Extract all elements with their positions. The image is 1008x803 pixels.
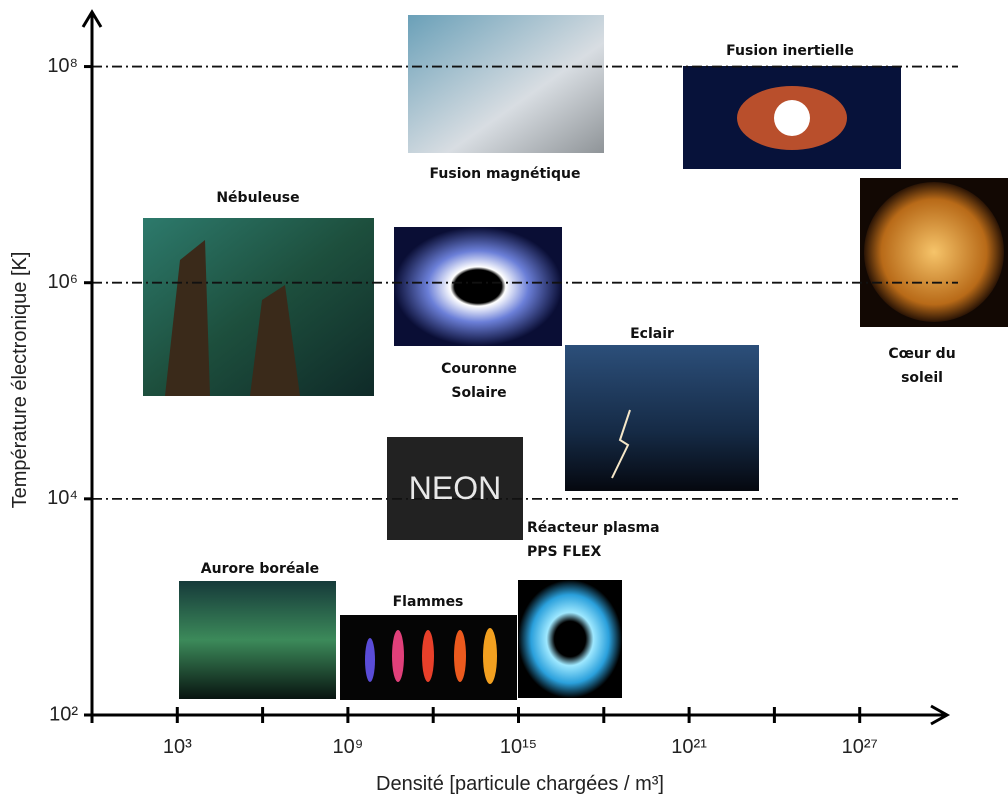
annotation: Nébuleuse (216, 190, 299, 206)
y-tick-label: 10⁸ (47, 55, 78, 77)
annotation: Réacteur plasma (527, 520, 660, 536)
x-tick-label: 10²⁷ (842, 736, 878, 758)
annotation: soleil (901, 370, 943, 386)
illustrations (143, 15, 1008, 700)
annotation: PPS FLEX (527, 544, 602, 560)
image-detail (365, 638, 375, 682)
annotation: Fusion inertielle (726, 43, 854, 59)
image-neon (387, 437, 523, 540)
y-axis-arrow (81, 9, 103, 28)
x-axis-arrow (930, 704, 951, 726)
image-detail (422, 630, 434, 682)
image-fusion-magnetique (408, 15, 604, 153)
x-tick-label: 10³ (163, 736, 192, 758)
annotation: Fusion magnétique (430, 166, 581, 182)
image-reacteur (518, 580, 622, 698)
annotation: Eclair (630, 326, 674, 342)
annotation: Cœur du (888, 346, 955, 362)
x-tick-label: 10¹⁵ (500, 736, 537, 758)
image-aurore (179, 581, 336, 699)
y-tick-label: 10⁶ (48, 271, 78, 293)
image-detail (165, 240, 300, 396)
y-tick-label: 10⁴ (47, 487, 78, 509)
annotation: Solaire (451, 385, 506, 401)
y-axis-title: Température électronique [K] (9, 252, 31, 509)
image-text: NEON (409, 470, 501, 506)
image-detail (611, 409, 631, 479)
image-detail (392, 630, 404, 682)
annotation: Aurore boréale (201, 561, 319, 577)
image-couronne (394, 227, 562, 346)
image-detail (483, 628, 497, 684)
image-detail (864, 182, 1004, 322)
image-detail (774, 100, 810, 136)
y-tick-label: 10² (49, 703, 78, 725)
annotation: Couronne (441, 361, 517, 377)
x-tick-label: 10²¹ (671, 736, 707, 758)
x-axis-title: Densité [particule chargées / m³] (376, 773, 664, 795)
annotation: Flammes (393, 594, 464, 610)
image-eclair (565, 345, 759, 491)
x-tick-label: 10⁹ (332, 736, 363, 758)
image-detail (454, 630, 466, 682)
